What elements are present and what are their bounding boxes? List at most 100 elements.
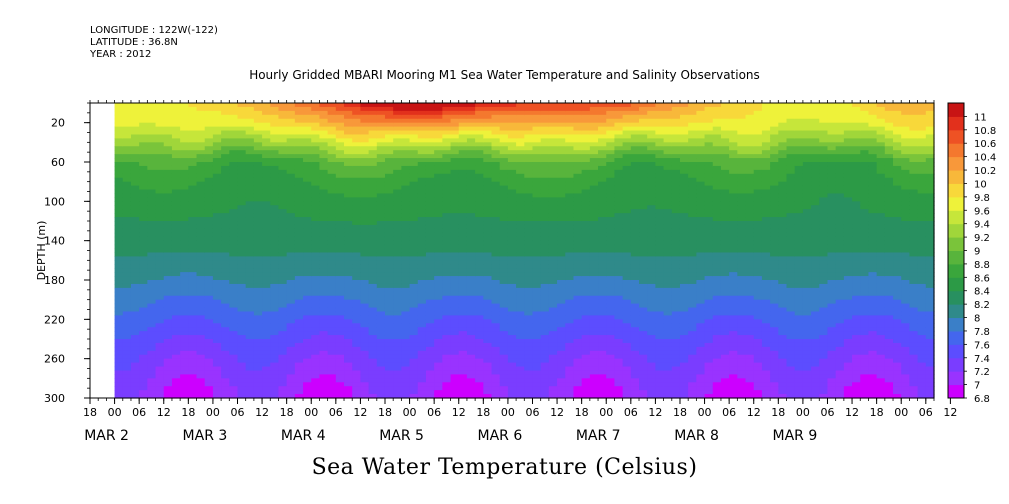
heatmap-cell [171,122,181,128]
heatmap-cell [524,126,534,132]
heatmap-cell [499,217,509,222]
heatmap-cell [458,358,468,364]
heatmap-cell [139,264,148,269]
heatmap-cell [171,394,181,399]
heatmap-cell [401,232,411,238]
heatmap-cell [327,162,337,167]
heatmap-cell [155,358,165,364]
heatmap-cell [401,291,411,297]
heatmap-cell [450,315,460,320]
heatmap-cell [188,110,198,116]
heatmap-cell [139,217,148,222]
heatmap-cell [516,358,525,364]
heatmap-cell [507,146,517,151]
heatmap-cell [466,382,476,387]
heatmap-cell [155,382,165,387]
heatmap-cell [360,394,370,399]
heatmap-cell [147,280,157,285]
heatmap-cell [458,276,468,281]
heatmap-cell [221,142,230,147]
heatmap-cell [639,173,648,179]
heatmap-cell [507,106,517,112]
heatmap-cell [344,165,353,171]
heatmap-cell [303,252,312,257]
heatmap-cell [466,374,476,379]
heatmap-cell [130,346,140,352]
heatmap-cell [368,248,378,254]
heatmap-cell [557,165,566,171]
heatmap-cell [114,177,124,183]
heatmap-cell [606,342,616,348]
heatmap-cell [393,158,402,163]
heatmap-cell [524,283,534,289]
heatmap-cell [245,366,255,372]
heatmap-cell [130,248,140,254]
heatmap-cell [540,122,550,128]
heatmap-cell [139,366,148,372]
heatmap-cell [278,394,288,399]
heatmap-cell [278,350,288,356]
heatmap-cell [311,378,321,383]
heatmap-cell [327,103,337,108]
heatmap-cell [171,390,181,395]
heatmap-cell [352,374,362,379]
heatmap-cell [409,138,419,143]
heatmap-cell [237,390,247,395]
heatmap-cell [327,177,337,183]
heatmap-cell [384,165,394,171]
heatmap-cell [286,327,296,332]
heatmap-cell [442,138,452,143]
heatmap-cell [548,197,558,202]
heatmap-cell [245,158,255,163]
heatmap-cell [311,228,321,234]
heatmap-cell [286,209,296,214]
heatmap-cell [139,158,148,163]
heatmap-cell [311,244,321,250]
heatmap-cell [319,307,329,313]
heatmap-cell [278,169,288,175]
heatmap-cell [458,205,468,210]
heatmap-cell [294,378,304,383]
heatmap-cell [401,146,411,151]
heatmap-cell [639,354,648,360]
heatmap-cell [548,307,558,313]
heatmap-cell [589,142,599,147]
heatmap-cell [630,244,640,250]
heatmap-cell [557,291,566,297]
heatmap-cell [475,205,484,210]
heatmap-cell [499,248,509,254]
heatmap-cell [188,197,198,202]
heatmap-cell [466,205,476,210]
heatmap-cell [581,118,591,124]
heatmap-cell [155,335,165,340]
heatmap-cell [573,354,583,360]
heatmap-cell [196,354,206,360]
heatmap-cell [319,217,329,222]
heatmap-cell [114,185,124,191]
heatmap-cell [491,307,501,313]
heatmap-cell [606,374,616,379]
heatmap-cell [278,110,288,116]
heatmap-cell [557,217,566,222]
heatmap-cell [516,201,525,206]
heatmap-cell [221,335,230,340]
heatmap-cell [417,390,427,395]
heatmap-cell [434,240,443,246]
heatmap-cell [155,260,165,265]
heatmap-cell [278,126,288,132]
heatmap-cell [639,319,648,324]
heatmap-cell [270,394,280,399]
heatmap-cell [475,185,484,191]
heatmap-cell [573,205,583,210]
heatmap-cell [434,189,443,195]
heatmap-cell [475,106,484,112]
heatmap-cell [655,142,665,147]
heatmap-cell [393,165,402,171]
heatmap-cell [196,362,206,368]
heatmap-cell [401,193,411,198]
heatmap-cell [212,295,222,301]
heatmap-cell [516,248,525,254]
heatmap-cell [130,173,140,179]
heatmap-cell [204,114,214,120]
heatmap-cell [425,346,435,352]
